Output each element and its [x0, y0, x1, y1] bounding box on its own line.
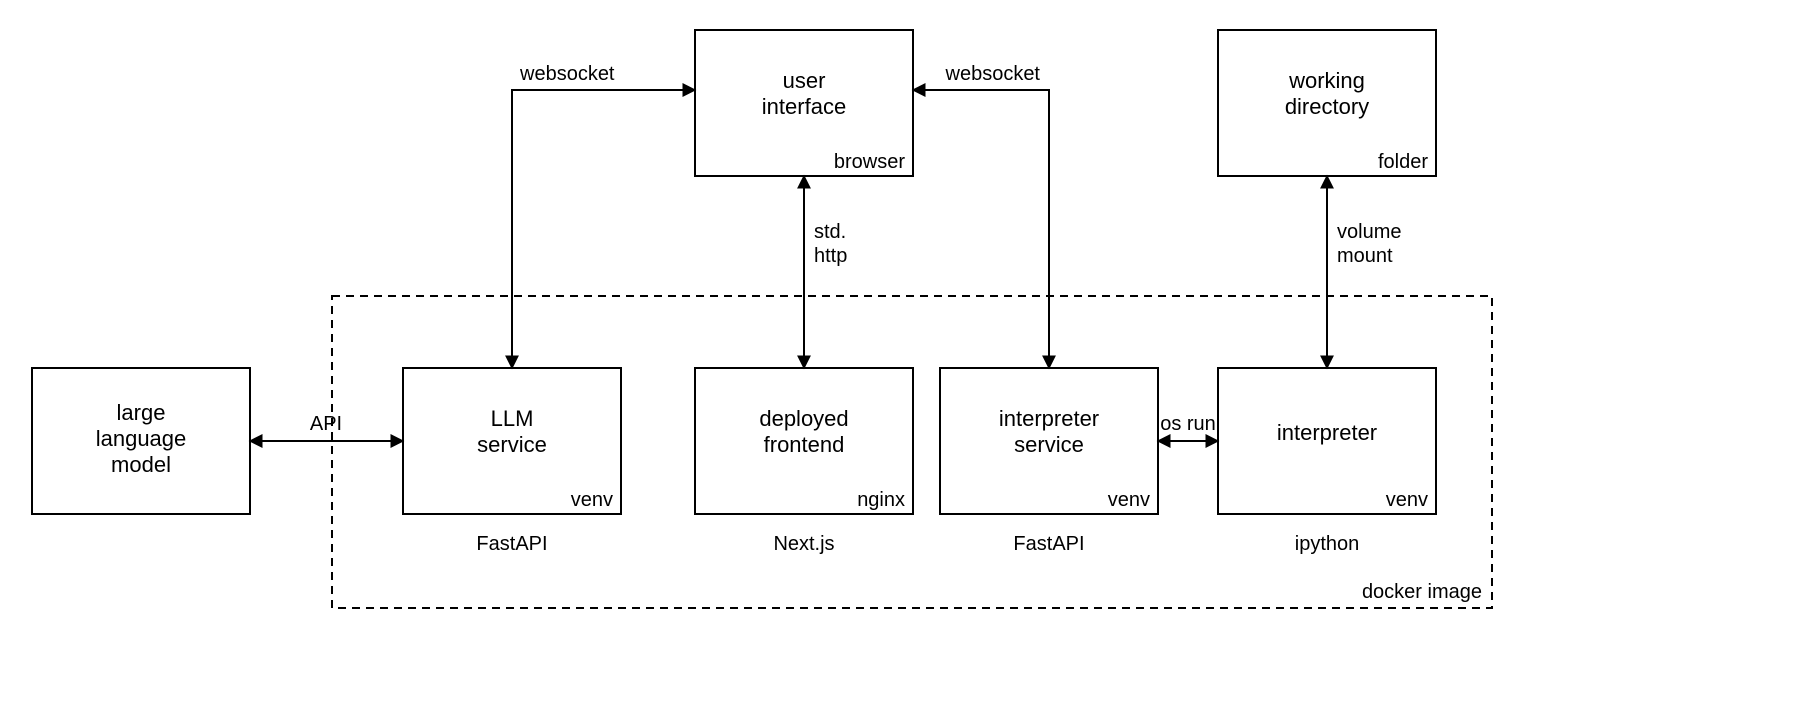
- node-title: user: [783, 68, 826, 93]
- node-title: interface: [762, 94, 846, 119]
- node-title: model: [111, 452, 171, 477]
- node-title: directory: [1285, 94, 1369, 119]
- node-title: interpreter: [1277, 420, 1377, 445]
- node-bottom-label: FastAPI: [1013, 533, 1084, 555]
- node-bottom-label: ipython: [1295, 533, 1360, 555]
- node-title: service: [1014, 432, 1084, 457]
- edge-std-http-label-1: std.: [814, 221, 846, 243]
- edge-websocket-right-label: websocket: [945, 63, 1041, 85]
- docker-container-label: docker image: [1362, 581, 1482, 603]
- node-subtitle: browser: [834, 151, 905, 173]
- edge-volume-mount-label-2: mount: [1337, 245, 1393, 267]
- node-bottom-label: Next.js: [773, 533, 834, 555]
- edge-volume-mount-label-1: volume: [1337, 221, 1401, 243]
- node-user-interface: user interface browser: [695, 30, 913, 176]
- node-subtitle: venv: [1386, 489, 1428, 511]
- edge-websocket-left-label: websocket: [519, 63, 615, 85]
- node-title: language: [96, 426, 187, 451]
- node-subtitle: folder: [1378, 151, 1428, 173]
- node-title: large: [117, 400, 166, 425]
- edge-osrun-label: os run: [1160, 413, 1216, 435]
- node-title: frontend: [764, 432, 845, 457]
- node-title: LLM: [491, 406, 534, 431]
- node-llm-service: LLM service venv FastAPI: [403, 368, 621, 555]
- node-title: deployed: [759, 406, 848, 431]
- node-title: working: [1288, 68, 1365, 93]
- node-working-directory: working directory folder: [1218, 30, 1436, 176]
- node-bottom-label: FastAPI: [476, 533, 547, 555]
- node-deployed-frontend: deployed frontend nginx Next.js: [695, 368, 913, 555]
- node-subtitle: venv: [1108, 489, 1150, 511]
- edge-websocket-right: [913, 90, 1049, 368]
- node-large-language-model: large language model: [32, 368, 250, 514]
- node-interpreter: interpreter venv ipython: [1218, 368, 1436, 555]
- edge-std-http-label-2: http: [814, 245, 847, 267]
- node-interpreter-service: interpreter service venv FastAPI: [940, 368, 1158, 555]
- node-title: service: [477, 432, 547, 457]
- node-subtitle: venv: [571, 489, 613, 511]
- edge-api-label: API: [310, 413, 342, 435]
- node-subtitle: nginx: [857, 489, 905, 511]
- edge-websocket-left: [512, 90, 695, 368]
- node-title: interpreter: [999, 406, 1099, 431]
- architecture-diagram: docker image large language model user i…: [0, 0, 1802, 722]
